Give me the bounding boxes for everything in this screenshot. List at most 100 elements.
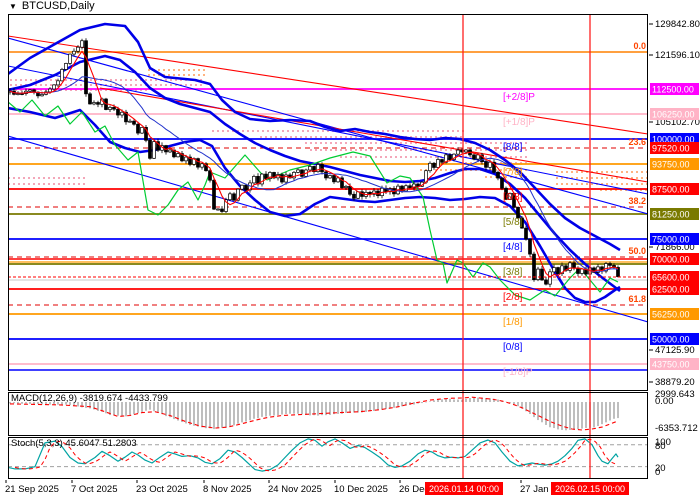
trendline[interactable]	[8, 37, 648, 215]
candle-body	[88, 93, 92, 105]
candle-body	[244, 184, 248, 191]
moving-average-line	[9, 50, 619, 278]
candle-body	[52, 84, 56, 90]
trendline[interactable]	[8, 135, 648, 323]
moving-average-line	[9, 76, 619, 273]
candle-body	[472, 154, 476, 160]
macd-axis-label: 0.00	[655, 396, 674, 407]
vline-time-badge-label: 2026.01.14 00:00	[429, 484, 499, 494]
candle-body	[16, 93, 20, 95]
macd-axis-label: -6353.712	[655, 423, 698, 434]
candle-body	[432, 162, 436, 168]
candle-body	[548, 271, 552, 285]
candle-body	[428, 162, 432, 172]
candle-body	[108, 106, 112, 110]
candle-body	[72, 50, 76, 55]
candle-body	[404, 185, 408, 192]
candle-body	[168, 149, 172, 153]
fibo-label: 50.0	[628, 246, 646, 256]
candle-body	[40, 94, 44, 97]
candle-body	[96, 102, 100, 105]
candle-body	[340, 177, 344, 188]
candle-body	[604, 263, 608, 272]
candle-body	[444, 154, 448, 163]
candle-body	[504, 187, 508, 200]
murrey-label: [2/8]	[503, 292, 523, 303]
candle-body	[180, 153, 184, 162]
candle-body	[336, 177, 340, 183]
candle-body	[212, 179, 216, 210]
candle-body	[324, 171, 328, 179]
date-axis-label: 7 Oct 2025	[71, 484, 117, 495]
candle-body	[128, 120, 132, 123]
trendline[interactable]	[8, 35, 648, 135]
collapse-triangle-icon[interactable]: ▼	[9, 2, 17, 11]
candle-body	[200, 163, 204, 168]
green-indicator-line	[8, 99, 619, 301]
candle-body	[344, 185, 348, 188]
date-axis-label: 24 Nov 2025	[268, 484, 322, 495]
date-axis-label: 21 Sep 2025	[5, 484, 59, 495]
price-badge-label: 75000.00	[652, 235, 690, 245]
price-badge	[650, 142, 699, 154]
murrey-label: [-1/8]P	[503, 367, 533, 378]
candle-body	[464, 149, 468, 153]
date-axis-label: 8 Nov 2025	[203, 484, 252, 495]
fibo-label: 0.0	[633, 41, 646, 51]
candle-body	[568, 262, 572, 271]
symbol-period-label: BTCUSD,Daily	[21, 0, 95, 12]
candle-body	[536, 268, 540, 280]
candle-body	[236, 188, 240, 201]
price-badge	[650, 253, 699, 265]
candle-body	[232, 193, 236, 201]
vline-time-badge	[551, 482, 629, 495]
trendline[interactable]	[8, 65, 648, 195]
murrey-label: [+1/8]P	[503, 117, 535, 128]
candle-body	[124, 111, 128, 123]
candle-body	[436, 159, 440, 168]
candle-body	[352, 193, 356, 199]
candle-body	[68, 53, 72, 64]
panel-border	[8, 437, 648, 479]
candle-body	[260, 173, 264, 185]
candle-body	[92, 102, 96, 105]
candle-body	[48, 88, 52, 93]
stoch-d-line	[14, 438, 616, 472]
band-line-bb_middle	[8, 54, 621, 293]
stoch-axis-label: 80	[655, 441, 666, 452]
candle-body	[268, 172, 272, 179]
candle-body	[484, 161, 488, 168]
candle-body	[284, 174, 288, 183]
candle-body	[240, 184, 244, 190]
candle-body	[216, 208, 220, 211]
candle-body	[184, 156, 188, 162]
candle-body	[292, 172, 296, 179]
price-badge-label: 56250.00	[652, 310, 690, 320]
candle-body	[76, 46, 80, 52]
price-axis-label: 71866.00	[655, 242, 695, 253]
candle-body	[516, 206, 520, 219]
candle-body	[316, 164, 320, 173]
candle-body	[572, 262, 576, 269]
candle-body	[556, 267, 560, 274]
trendline[interactable]	[99, 87, 648, 183]
candle-body	[408, 185, 412, 189]
price-badge-label: 97520.00	[652, 144, 690, 154]
chart-title: ▼ BTCUSD,Daily	[9, 0, 95, 13]
candle-body	[412, 183, 416, 189]
candle-body	[308, 166, 312, 171]
fibo-label: 38.2	[628, 196, 646, 206]
price-badge	[650, 208, 699, 220]
fibo-label: 61.8	[628, 294, 646, 304]
candle-body	[148, 139, 152, 159]
candle-body	[416, 183, 420, 187]
price-axis-label: 121596.10	[655, 50, 700, 61]
candle-body	[172, 149, 176, 158]
candle-body	[480, 154, 484, 162]
candle-body	[80, 40, 84, 48]
stoch-panel	[8, 438, 648, 472]
candle-body	[524, 227, 528, 240]
murrey-label: [8/8]	[503, 142, 523, 153]
